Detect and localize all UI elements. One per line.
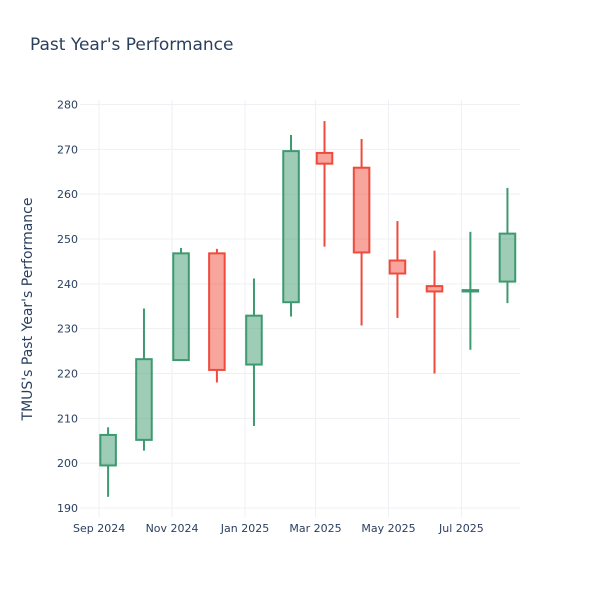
y-tick-label: 190	[57, 502, 78, 515]
y-tick-label: 260	[57, 188, 78, 201]
y-tick-label: 280	[57, 98, 78, 111]
y-tick-label: 250	[57, 233, 78, 246]
candle-body	[208, 252, 226, 371]
y-tick-label: 210	[57, 412, 78, 425]
y-tick-label: 200	[57, 457, 78, 470]
candle-decreasing	[315, 121, 334, 247]
candle-body	[498, 232, 517, 283]
candles	[99, 121, 517, 497]
y-tick-label: 220	[57, 368, 78, 381]
grid	[80, 100, 520, 517]
candle-increasing	[461, 231, 480, 350]
candle-body	[315, 151, 334, 165]
y-tick-label: 240	[57, 278, 78, 291]
chart-title: Past Year's Performance	[30, 35, 234, 55]
candle-increasing	[282, 134, 300, 317]
candle-body	[461, 289, 480, 293]
x-axis-ticks: Sep 2024 Nov 2024 Jan 2025 Mar 2025 May 2025…	[73, 522, 484, 535]
candle-body	[245, 314, 263, 366]
candle-increasing	[245, 278, 263, 426]
candle-body	[135, 358, 153, 441]
y-axis-label: TMUS's Past Year's Performance	[20, 198, 36, 422]
candle-body	[352, 166, 371, 254]
x-tick-label: Mar 2025	[289, 522, 341, 535]
y-axis-ticks: 190 200 210 220 230 240 250 260 270 280	[57, 98, 78, 515]
x-tick-label: Jul 2025	[438, 522, 484, 535]
candle-increasing	[498, 187, 517, 304]
y-tick-label: 230	[57, 323, 78, 336]
candle-increasing	[99, 427, 117, 497]
x-tick-label: Nov 2024	[146, 522, 199, 535]
candle-decreasing	[352, 139, 371, 326]
candle-decreasing	[208, 248, 226, 383]
candle-decreasing	[425, 250, 444, 374]
y-tick-label: 270	[57, 143, 78, 156]
candle-body	[425, 285, 444, 293]
candle-body	[172, 252, 190, 362]
candle-increasing	[172, 247, 190, 362]
candle-decreasing	[388, 221, 407, 318]
candle-increasing	[135, 308, 153, 451]
candle-body	[388, 259, 407, 275]
candle-body	[99, 433, 117, 467]
candle-body	[282, 150, 300, 304]
x-tick-label: Jan 2025	[220, 522, 269, 535]
x-tick-label: Sep 2024	[73, 522, 125, 535]
x-tick-label: May 2025	[361, 522, 415, 535]
